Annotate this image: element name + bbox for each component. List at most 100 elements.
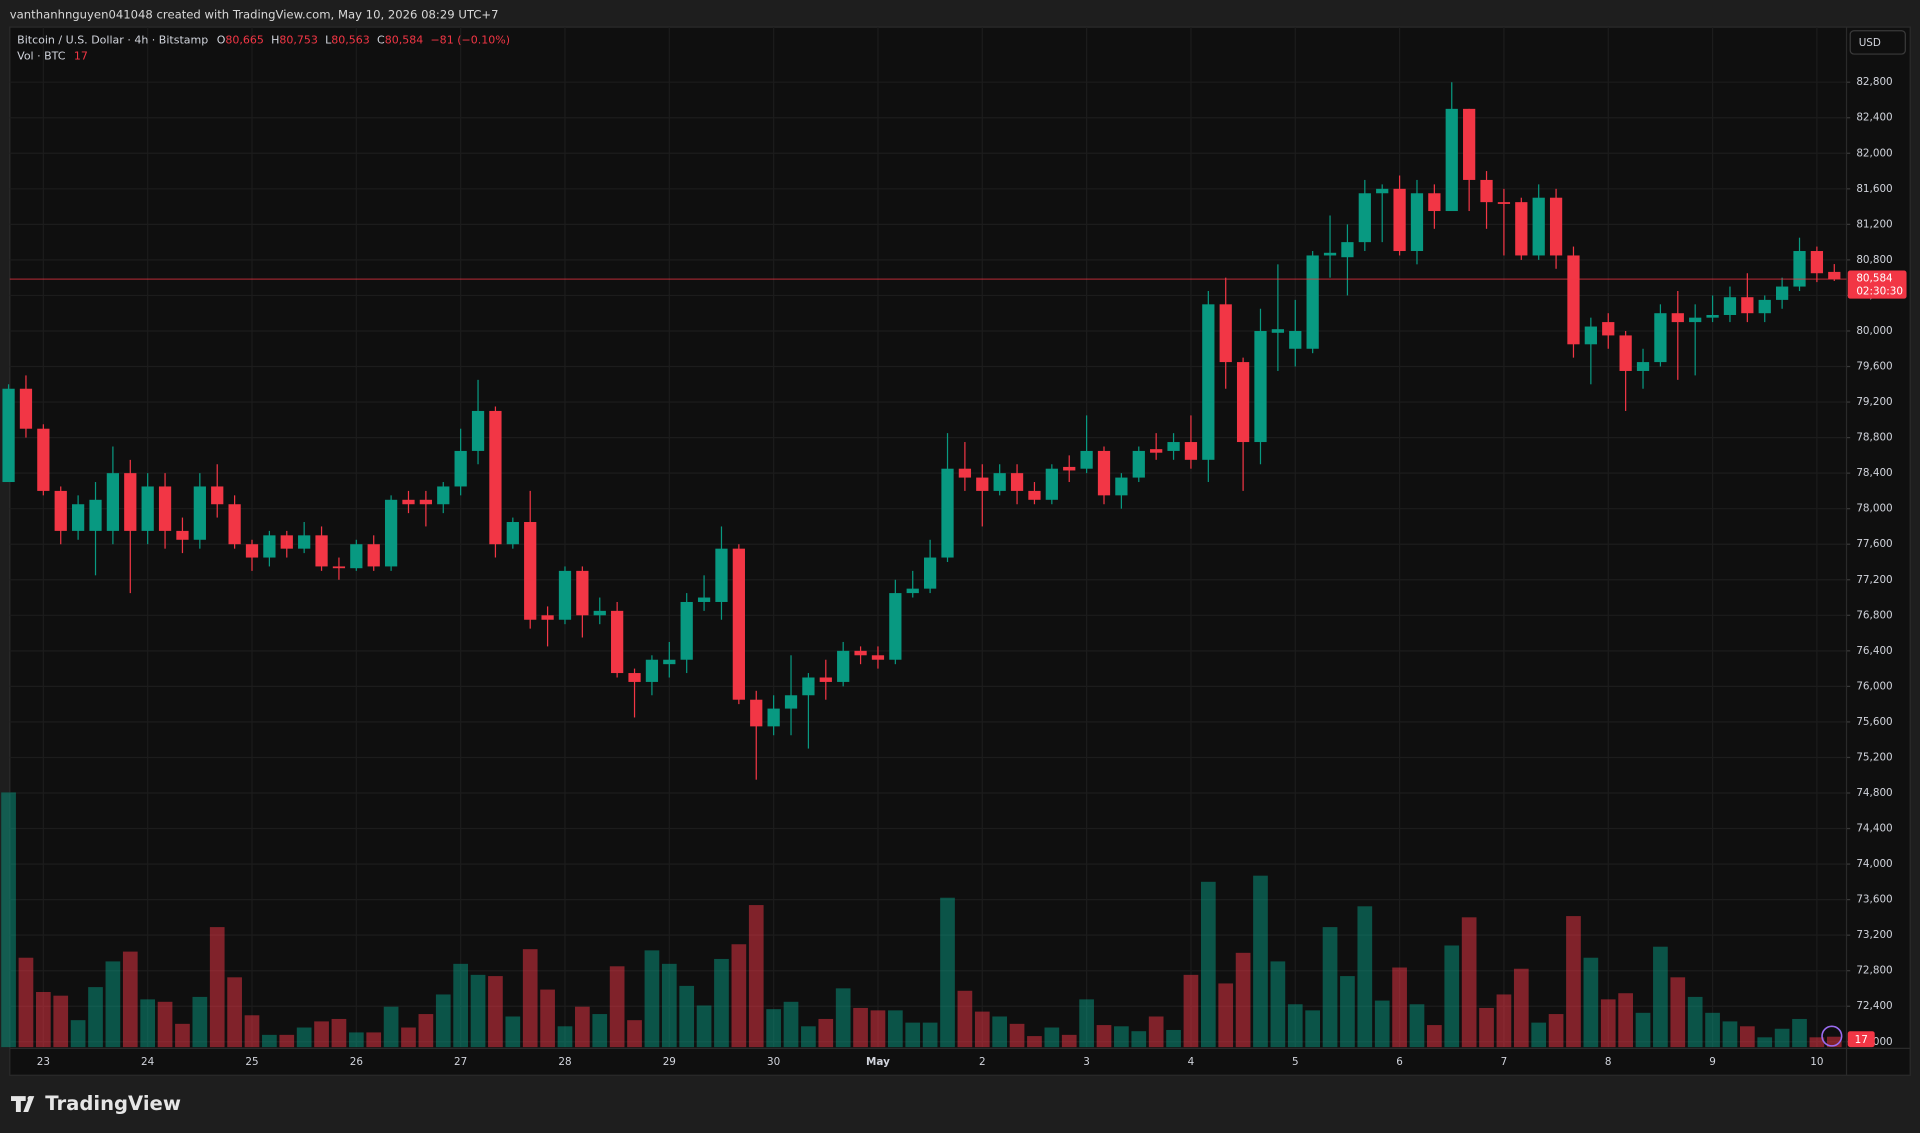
volume-last: 17: [74, 50, 88, 63]
volume-bar: [1096, 1025, 1112, 1048]
volume-bar: [1548, 1014, 1564, 1048]
volume-bar: [122, 951, 138, 1048]
candle-body: [1828, 271, 1841, 280]
volume-bar: [53, 995, 69, 1048]
volume-bar: [505, 1016, 521, 1048]
volume-bar: [1235, 952, 1251, 1048]
candle-body: [332, 566, 346, 569]
volume-bar: [1305, 1010, 1320, 1048]
candle-body: [1480, 179, 1493, 203]
volume-bar: [1374, 1000, 1390, 1048]
volume-bar: [192, 996, 208, 1048]
x-tick-label: 9: [1709, 1056, 1716, 1068]
currency-button[interactable]: [1849, 30, 1906, 55]
candle-body: [2, 388, 15, 483]
candle-body: [245, 544, 259, 558]
brand-icon-dot: [27, 1096, 33, 1101]
x-tick-label: 6: [1396, 1056, 1403, 1068]
volume-bar: [1444, 945, 1460, 1048]
candle-body: [1115, 477, 1128, 496]
volume-bar: [88, 987, 103, 1048]
candle-body: [906, 588, 919, 594]
candle-body: [454, 450, 467, 487]
candle-body: [611, 610, 624, 674]
candle-body: [802, 677, 815, 696]
volume-bar: [1270, 961, 1286, 1048]
volume-bar: [1200, 881, 1216, 1048]
y-tick-label: 79,200: [1856, 396, 1892, 408]
last-price-label: 80,584: [1856, 272, 1893, 284]
candle-body: [124, 473, 137, 531]
volume-bar: [1409, 1004, 1425, 1048]
volume-bar: [383, 1006, 399, 1048]
volume-bar: [1027, 1036, 1042, 1048]
countdown-label: 02:30:30: [1856, 285, 1903, 297]
candle-body: [1671, 313, 1684, 323]
volume-bar: [1722, 1021, 1738, 1048]
volume-bar: [1148, 1016, 1164, 1048]
y-tick-label: 75,600: [1856, 716, 1892, 728]
volume-bar: [1114, 1026, 1129, 1048]
candle-body: [1793, 251, 1806, 287]
candle-body: [89, 499, 102, 531]
chart-frame: [9, 26, 1911, 1076]
volume-bar: [1826, 1036, 1842, 1048]
y-tick-label: 78,000: [1856, 503, 1892, 515]
brand-logo: TradingView: [11, 1092, 181, 1115]
candle-body: [263, 535, 276, 558]
candle-body: [1619, 335, 1632, 371]
candle-body: [1723, 297, 1737, 315]
y-tick-label: 79,600: [1856, 361, 1892, 373]
volume-bar: [70, 1020, 86, 1048]
volume-bar: [418, 1014, 434, 1048]
x-tick-label: 25: [245, 1056, 258, 1068]
volume-bar: [1218, 983, 1234, 1048]
volume-bar: [1670, 977, 1686, 1048]
volume-bar: [1496, 994, 1512, 1048]
candle-body: [193, 486, 206, 540]
candle-body: [593, 610, 606, 616]
y-tick-label: 72,800: [1856, 965, 1892, 977]
candle-body: [837, 650, 850, 682]
volume-bar: [1740, 1026, 1755, 1048]
volume-bar: [1061, 1034, 1077, 1048]
volume-bar: [540, 989, 555, 1048]
volume-title: Vol · BTC: [17, 50, 66, 63]
x-tick-label: 28: [558, 1056, 571, 1068]
y-tick-label: 78,800: [1856, 432, 1892, 444]
volume-bar: [227, 977, 242, 1048]
volume-bar: [1635, 1012, 1651, 1048]
legend-value: 80,665: [225, 34, 264, 47]
volume-bar: [818, 1018, 834, 1048]
legend: Bitcoin / U.S. Dollar · 4h · Bitstamp O8…: [17, 34, 510, 47]
volume-bar: [644, 950, 660, 1048]
replay-button[interactable]: [1821, 1025, 1843, 1047]
volume-bar: [314, 1021, 329, 1048]
candle-body: [489, 410, 502, 545]
volume-bar: [696, 1005, 712, 1048]
x-tick-label: 10: [1810, 1056, 1823, 1068]
candle-body: [1497, 202, 1511, 204]
volume-bar: [870, 1010, 886, 1048]
volume-badge-label: 17: [1855, 1034, 1868, 1046]
candle-body: [924, 557, 937, 589]
candle-body: [767, 708, 780, 727]
candle-body: [1393, 188, 1406, 252]
brand-name: TradingView: [45, 1092, 181, 1115]
candle-body: [1045, 468, 1058, 500]
volume-bar: [1427, 1025, 1442, 1048]
legend-title: Bitcoin / U.S. Dollar · 4h · Bitstamp: [17, 34, 208, 47]
candle-body: [1271, 329, 1284, 333]
candle-body: [1776, 286, 1789, 300]
x-tick-label: 30: [767, 1056, 780, 1068]
legend-key: L: [325, 34, 332, 47]
candle-body: [854, 650, 867, 656]
volume-bar: [1131, 1031, 1147, 1048]
candle-body: [1063, 466, 1076, 471]
volume-bar: [331, 1018, 347, 1048]
currency-label: USD: [1859, 37, 1881, 49]
candle-body: [1323, 252, 1337, 256]
candle-body: [1428, 193, 1441, 212]
y-tick-label: 74,800: [1856, 787, 1892, 799]
volume-bar: [175, 1023, 190, 1048]
